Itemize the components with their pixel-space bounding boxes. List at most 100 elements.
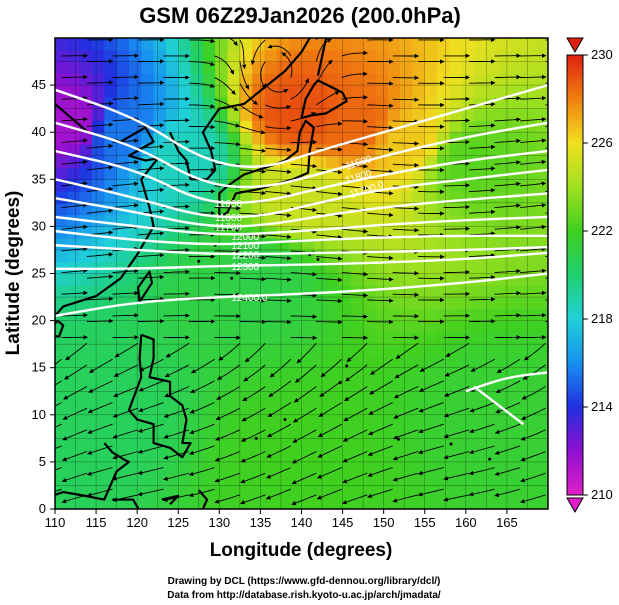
- coastline: [197, 489, 209, 509]
- coastline: [316, 38, 328, 76]
- wind-arrow: [316, 91, 340, 106]
- wind-arrow: [265, 488, 291, 500]
- wind-arrow: [394, 364, 419, 379]
- wind-arrow: [469, 209, 496, 215]
- wind-arrow: [137, 252, 165, 258]
- y-axis-ticks: 0 5 10 15 20 25 30 35 40 45: [32, 77, 55, 516]
- wind-arrow: [296, 342, 317, 364]
- wind-arrow: [520, 290, 547, 296]
- wind-arrow: [494, 268, 521, 274]
- wind-arrow: [520, 138, 547, 144]
- wind-arrow: [346, 342, 368, 363]
- colorbar-tick-label: 218: [591, 311, 613, 326]
- wind-arrow: [61, 116, 88, 122]
- wind-arrow: [290, 314, 318, 319]
- wind-arrow: [214, 227, 241, 233]
- wind-arrow: [315, 38, 332, 62]
- wind-arrow: [188, 61, 215, 66]
- wind-arrow: [87, 423, 113, 434]
- height-contour: [55, 149, 548, 205]
- height-contour: [55, 192, 548, 228]
- wind-arrow: [341, 228, 369, 234]
- wind-arrow: [341, 314, 369, 319]
- wind-arrow: [367, 445, 393, 456]
- wind-arrow: [443, 204, 470, 210]
- wind-arrow: [215, 407, 241, 421]
- wind-arrow: [190, 380, 215, 394]
- wind-arrow: [523, 342, 546, 361]
- coastline: [55, 442, 131, 501]
- wind-arrow: [86, 143, 114, 149]
- coastline: [169, 38, 311, 181]
- wind-arrow: [264, 82, 289, 94]
- y-tick-label: 25: [32, 266, 46, 281]
- wind-arrow: [494, 423, 521, 434]
- wind-arrow: [443, 269, 470, 275]
- wind-arrow: [419, 358, 444, 372]
- island: [345, 364, 349, 368]
- wind-arrow: [137, 80, 165, 85]
- wind-arrow: [495, 380, 521, 393]
- height-contour: [55, 272, 548, 318]
- wind-arrow: [61, 95, 88, 101]
- wind-arrow: [113, 364, 139, 377]
- wind-arrow: [188, 38, 216, 44]
- wind-arrow: [341, 185, 369, 191]
- wind-arrow: [367, 319, 394, 325]
- wind-arrow: [316, 191, 343, 197]
- wind-arrow: [61, 159, 88, 165]
- x-tick-label: 160: [455, 515, 477, 530]
- wind-arrow: [86, 165, 114, 171]
- wind-arrow: [520, 494, 546, 504]
- wind-arrow: [55, 380, 62, 386]
- wind-arrow: [112, 472, 139, 481]
- wind-arrow: [65, 342, 88, 361]
- wind-arrow: [291, 472, 317, 485]
- wind-arrow: [392, 494, 419, 503]
- x-tick-label: 140: [291, 515, 313, 530]
- wind-arrow: [520, 312, 547, 318]
- wind-arrow: [112, 407, 139, 418]
- wind-arrow: [240, 451, 266, 463]
- y-tick-label: 15: [32, 360, 46, 375]
- x-tick-label: 150: [373, 515, 395, 530]
- wind-arrow: [317, 467, 342, 479]
- y-tick-label: 10: [32, 407, 46, 422]
- wind-arrow: [443, 139, 470, 145]
- wind-arrow: [494, 160, 521, 165]
- wind-arrow: [392, 141, 420, 146]
- wind-arrow: [469, 402, 495, 413]
- wind-arrow: [494, 467, 521, 476]
- wind-arrow: [165, 342, 190, 358]
- wind-arrow: [520, 74, 547, 80]
- wind-arrow: [291, 494, 317, 506]
- island: [197, 259, 201, 263]
- wind-arrow: [290, 185, 318, 191]
- wind-arrow: [240, 494, 266, 505]
- wind-arrow: [189, 445, 215, 455]
- wind-arrow: [417, 467, 444, 476]
- contour-label: 12300: [231, 262, 259, 273]
- y-tick-label: 40: [32, 124, 46, 139]
- wind-arrow: [443, 183, 470, 188]
- wind-arrow: [61, 203, 88, 209]
- wind-arrow: [61, 451, 88, 462]
- wind-arrow: [250, 39, 266, 66]
- wind-arrow: [242, 386, 266, 402]
- wind-arrow: [469, 275, 496, 280]
- wind-arrow: [163, 429, 190, 439]
- wind-arrow: [163, 494, 189, 503]
- wind-arrow: [494, 313, 521, 318]
- wind-arrow: [112, 74, 139, 80]
- coastline: [300, 79, 348, 120]
- wind-arrow: [341, 71, 368, 79]
- wind-arrow: [392, 292, 420, 298]
- wind-arrow: [265, 169, 292, 175]
- wind-arrow: [138, 380, 164, 392]
- wind-arrow: [368, 402, 393, 415]
- wind-arrow: [189, 402, 215, 414]
- contour-label: 12400.0: [231, 293, 268, 304]
- wind-arrow: [86, 488, 113, 497]
- wind-arrow: [417, 488, 444, 497]
- wind-arrow: [342, 494, 368, 505]
